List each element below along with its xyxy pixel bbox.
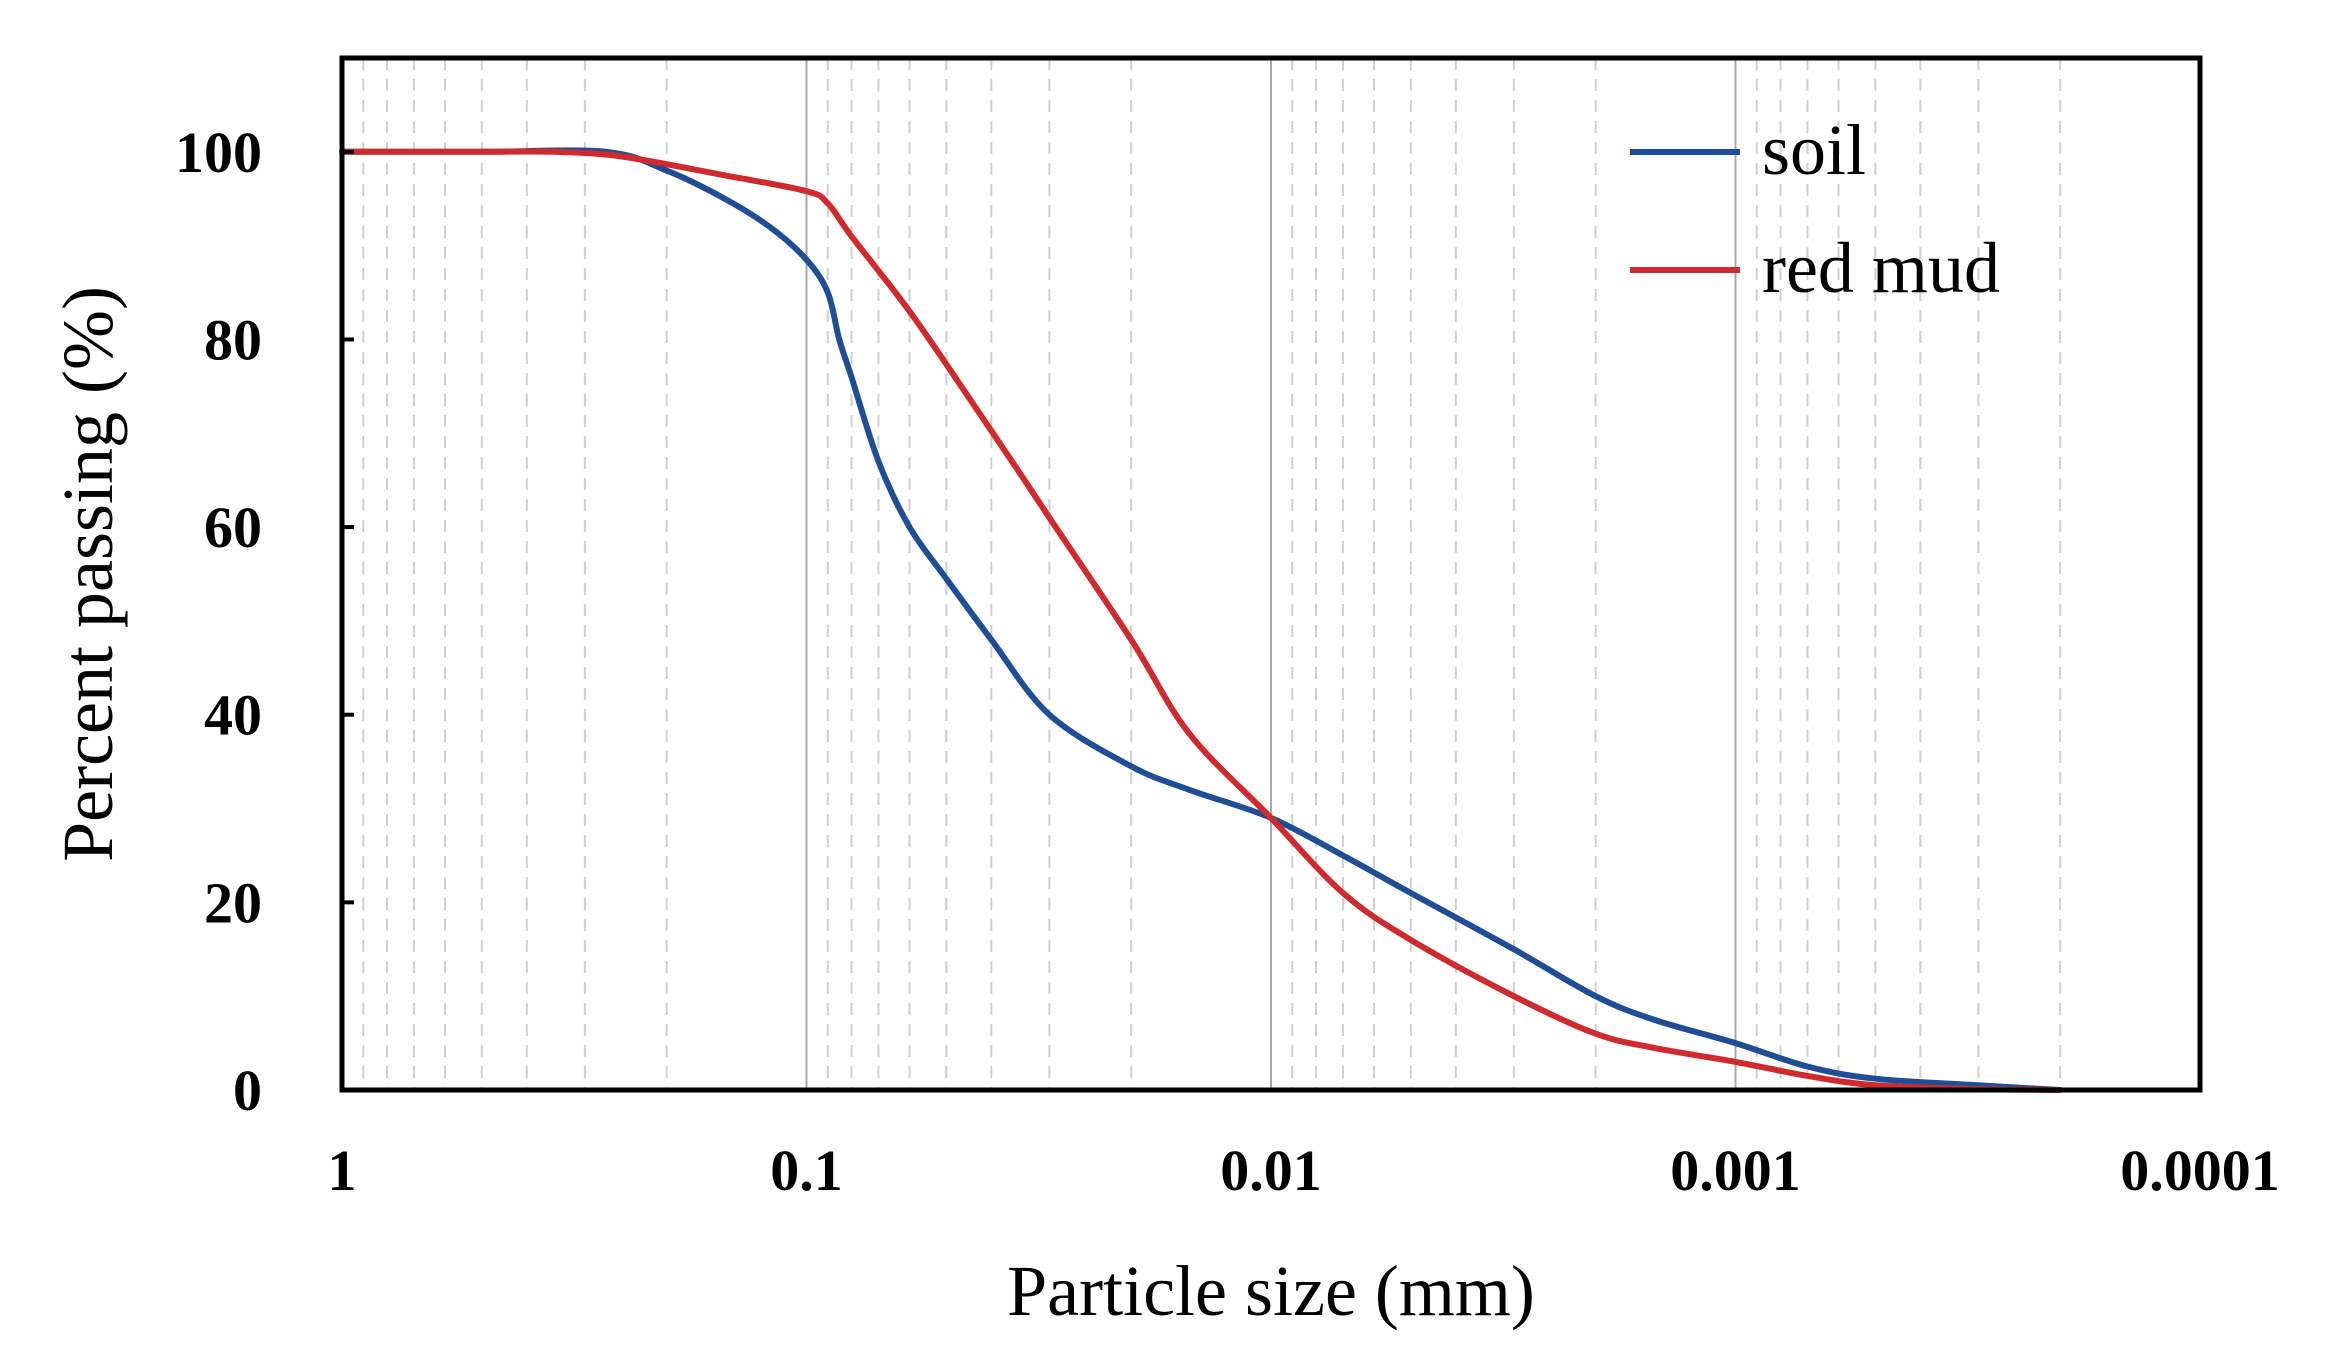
- x-tick-label: 0.0001: [2120, 1138, 2280, 1203]
- x-tick-label: 0.1: [770, 1138, 843, 1203]
- x-tick-label: 1: [328, 1138, 357, 1203]
- y-axis-title: Percent passing (%): [48, 286, 128, 862]
- y-tick-label: 80: [204, 307, 262, 372]
- y-tick-label: 100: [175, 120, 262, 185]
- y-tick-label: 40: [204, 683, 262, 748]
- legend-label-soil: soil: [1762, 110, 1866, 190]
- x-axis-title: Particle size (mm): [1007, 1251, 1535, 1331]
- series-group: [339, 147, 2064, 1093]
- grid: [362, 58, 2062, 1090]
- x-tick-label: 0.01: [1220, 1138, 1322, 1203]
- y-tick-label: 60: [204, 495, 262, 560]
- y-tick-label: 0: [233, 1058, 262, 1123]
- legend: soil red mud: [1630, 110, 2000, 308]
- plot-frame: [339, 55, 2203, 1093]
- series-line-red-mud: [339, 148, 2064, 1093]
- y-tick-label: 20: [204, 870, 262, 935]
- x-axis-ticks: 1 0.1 0.01 0.001 0.0001: [328, 1138, 2280, 1203]
- legend-label-red-mud: red mud: [1762, 228, 2000, 308]
- series-line-soil: [339, 147, 2064, 1093]
- y-axis-ticks: 0 20 40 60 80 100: [175, 120, 354, 1123]
- x-tick-label: 0.001: [1670, 1138, 1801, 1203]
